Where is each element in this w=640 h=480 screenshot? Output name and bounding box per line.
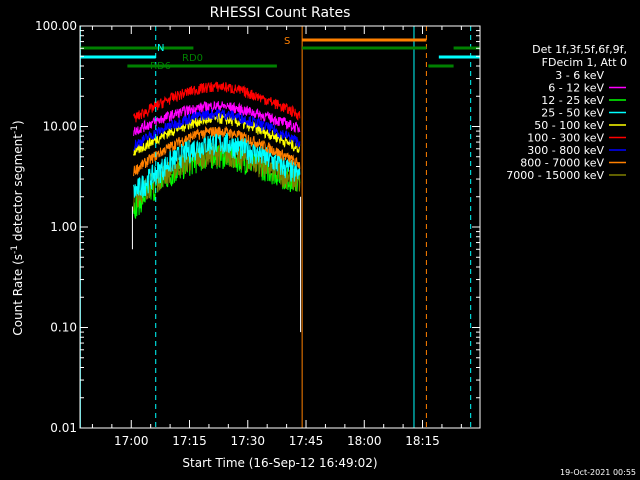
footer-date: 19-Oct-2021 00:55 xyxy=(560,468,636,477)
x-tick-label: 18:15 xyxy=(405,434,440,448)
series-line-6 xyxy=(133,108,301,152)
legend-label-6: 300 - 800 keV xyxy=(527,144,604,157)
y-tick-label: 1.00 xyxy=(50,220,77,234)
series-line-1 xyxy=(133,100,301,136)
state-bars-group: N S RD0 RD6 xyxy=(79,26,480,428)
legend-label-3: 25 - 50 keV xyxy=(541,107,604,120)
legend-header-line-1: Det 1f,3f,5f,6f,9f, xyxy=(532,43,627,56)
legend: Det 1f,3f,5f,6f,9f, FDecim 1, Att 0 3 - … xyxy=(506,43,627,182)
legend-label-2: 12 - 25 keV xyxy=(541,94,604,107)
x-tick-label: 17:30 xyxy=(230,434,265,448)
series-line-3 xyxy=(133,131,301,198)
state-label-N: N xyxy=(157,43,164,54)
legend-label-1: 6 - 12 keV xyxy=(548,82,604,95)
x-tick-label: 18:00 xyxy=(347,434,382,448)
x-tick-label: 17:45 xyxy=(289,434,324,448)
y-tick-label: 10.00 xyxy=(43,120,77,134)
legend-label-5: 100 - 300 keV xyxy=(527,132,604,145)
x-axis-label: Start Time (16-Sep-12 16:49:02) xyxy=(182,456,377,470)
chart-title: RHESSI Count Rates xyxy=(210,5,351,21)
y-axis-label: Count Rate (s-1 detector segment-1) xyxy=(10,120,25,335)
x-tick-label: 17:00 xyxy=(114,434,149,448)
legend-label-0: 3 - 6 keV xyxy=(555,69,604,82)
legend-label-7: 800 - 7000 keV xyxy=(520,157,604,170)
axes-group: 0.01 0.10 1.00 10.00 100.00 17:00 17:15 17:30 17… xyxy=(35,19,481,448)
legend-header-line-2: FDecim 1, Att 0 xyxy=(542,56,627,69)
y-tick-label: 100.00 xyxy=(35,19,77,33)
legend-label-8: 7000 - 15000 keV xyxy=(506,169,604,182)
series-line-7 xyxy=(133,125,301,177)
x-tick-label: 17:15 xyxy=(172,434,207,448)
state-label-RD0: RD0 xyxy=(182,53,203,64)
state-label-RD6: RD6 xyxy=(150,61,171,72)
y-tick-label: 0.01 xyxy=(50,421,77,435)
y-tick-label: 0.10 xyxy=(50,321,77,335)
legend-label-4: 50 - 100 keV xyxy=(534,119,604,132)
series-line-5 xyxy=(133,81,301,123)
series-group xyxy=(131,81,302,333)
state-label-S: S xyxy=(284,36,290,47)
